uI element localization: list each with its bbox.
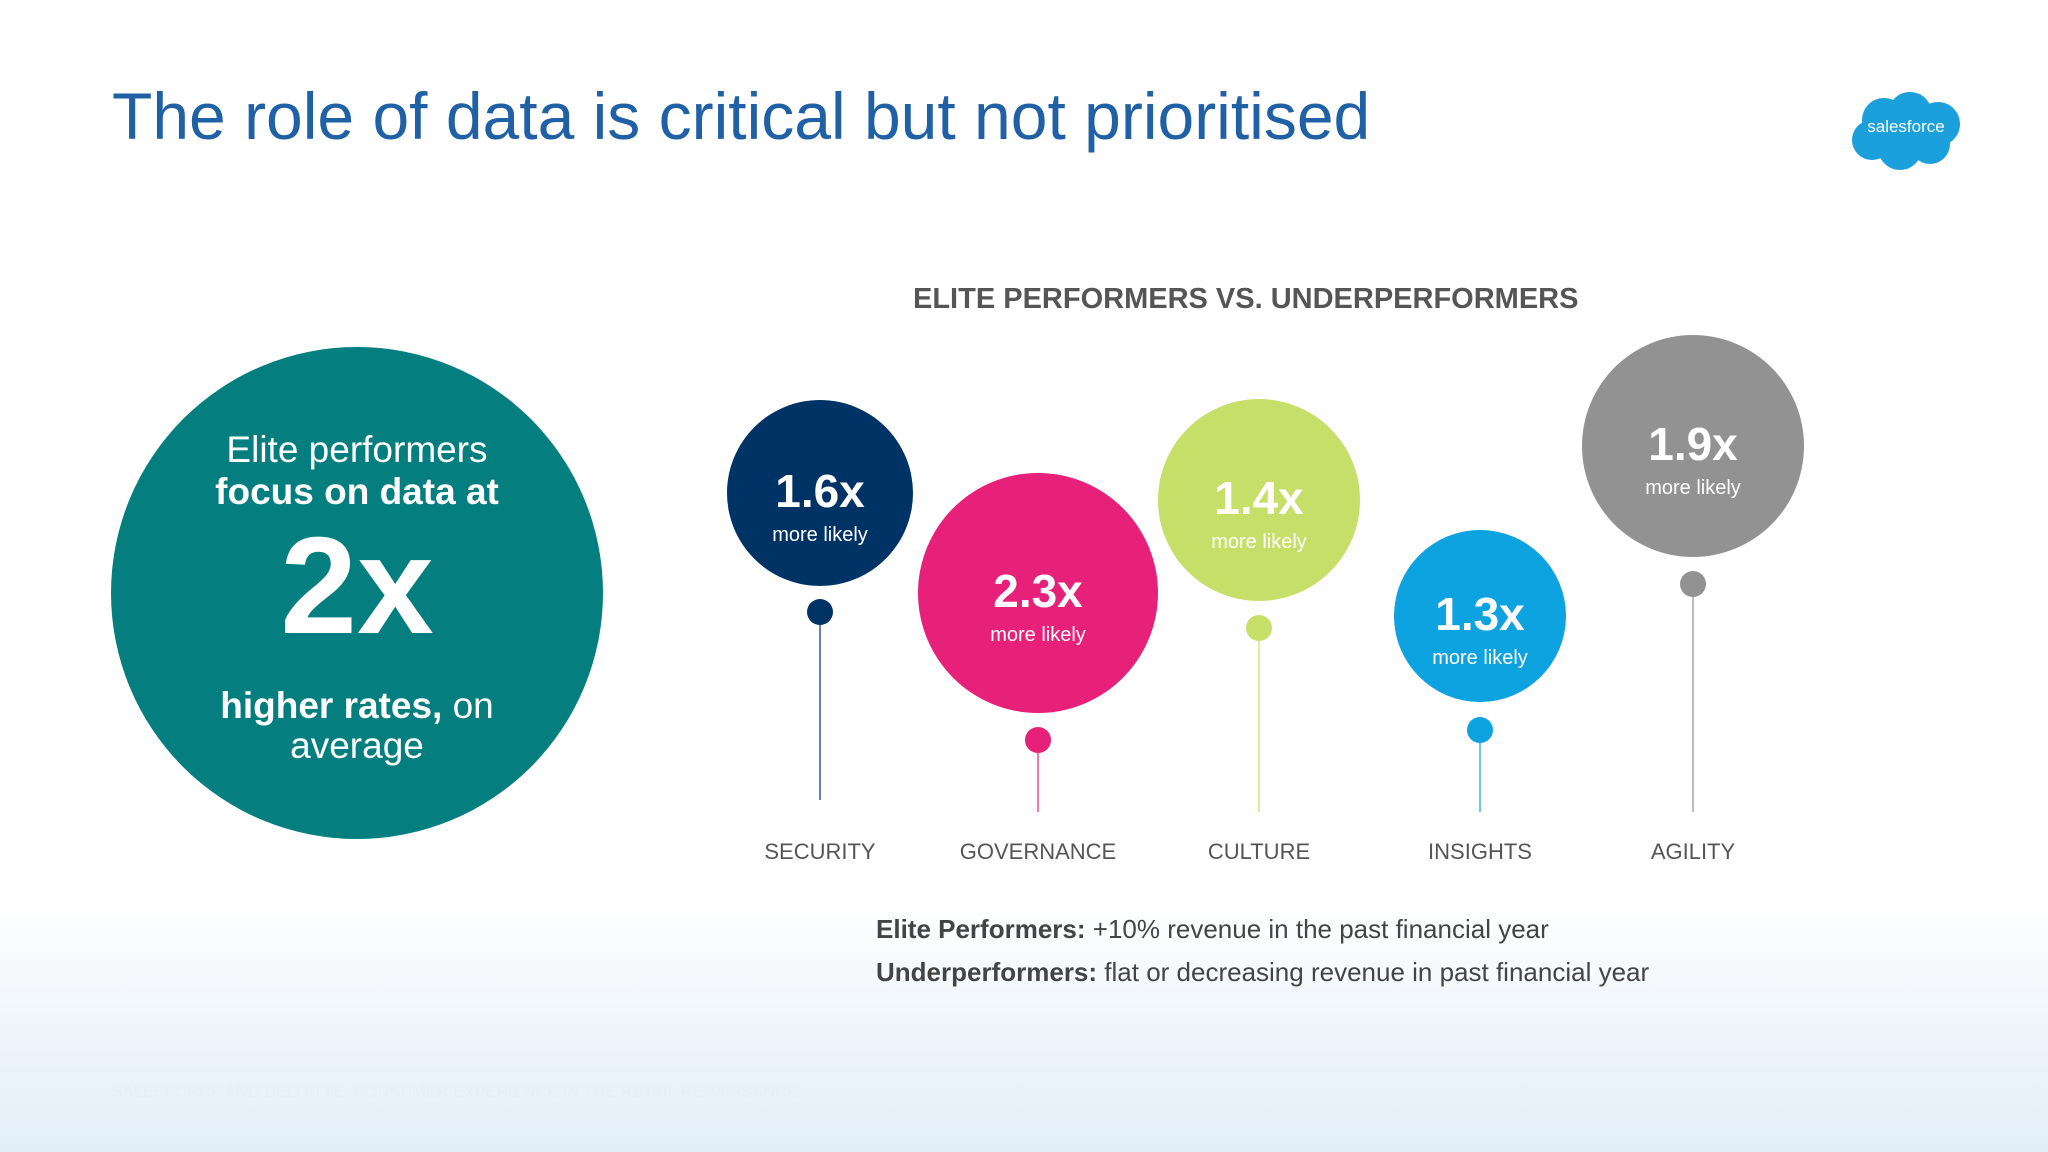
value-bubble: [1158, 399, 1360, 601]
legend-elite-label: Elite Performers:: [876, 914, 1086, 944]
bubble-chart: 1.6x more likely SECURITY 2.3x more likely GO…: [727, 335, 1804, 864]
highlight-line-2: focus on data at: [215, 471, 499, 512]
stem-dot: [1680, 571, 1706, 597]
category-label: CULTURE: [1208, 839, 1310, 864]
legend-under-text: flat or decreasing revenue in past finan…: [1097, 957, 1650, 987]
value-label: 1.4x: [1214, 472, 1304, 524]
salesforce-logo: salesforce: [1848, 90, 1964, 174]
value-label: 1.9x: [1648, 418, 1738, 470]
value-sublabel: more likely: [1432, 647, 1528, 669]
highlight-line-1: Elite performers: [226, 429, 488, 470]
value-bubble: [727, 400, 913, 586]
highlight-line-4: average: [290, 725, 424, 766]
value-label: 1.6x: [775, 465, 865, 517]
highlight-line-3: higher rates, on: [111, 685, 603, 727]
value-sublabel: more likely: [990, 624, 1086, 646]
legend-elite-text: +10% revenue in the past financial year: [1085, 914, 1549, 944]
category-label: AGILITY: [1651, 839, 1736, 864]
highlight-circle: Elite performers focus on data at 2x hig…: [111, 347, 603, 839]
legend-under-label: Underperformers:: [876, 957, 1098, 987]
highlight-line-3-rest: on: [442, 685, 494, 726]
category-label: SECURITY: [764, 839, 876, 864]
stem-dot: [807, 599, 833, 625]
source-note: SALESFORCE AND DELOITTE, CONSUMER EXPERI…: [112, 1084, 798, 1101]
legend-under: Underperformers: flat or decreasing reve…: [876, 957, 1649, 988]
value-sublabel: more likely: [1645, 477, 1741, 499]
value-sublabel: more likely: [772, 524, 868, 546]
stem-dot: [1467, 717, 1493, 743]
value-label: 1.3x: [1435, 588, 1525, 640]
value-bubble: [1394, 530, 1566, 702]
category-label: GOVERNANCE: [960, 839, 1116, 864]
highlight-value: 2x: [280, 509, 434, 663]
value-bubble: [918, 473, 1158, 713]
chart-title: ELITE PERFORMERS VS. UNDERPERFORMERS: [913, 283, 1579, 315]
value-sublabel: more likely: [1211, 531, 1307, 553]
highlight-line-3-bold: higher rates,: [220, 685, 443, 726]
value-label: 2.3x: [993, 565, 1083, 617]
stem-dot: [1246, 615, 1272, 641]
page-title: The role of data is critical but not pri…: [112, 79, 1371, 153]
category-label: INSIGHTS: [1428, 839, 1532, 864]
legend: Elite Performers: +10% revenue in the pa…: [876, 914, 1649, 1000]
legend-elite: Elite Performers: +10% revenue in the pa…: [876, 914, 1649, 945]
logo-text: salesforce: [1867, 117, 1944, 136]
stem-dot: [1025, 727, 1051, 753]
value-bubble: [1582, 335, 1804, 557]
